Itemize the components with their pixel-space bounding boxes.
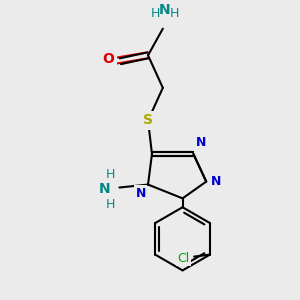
Text: S: S: [143, 113, 153, 128]
Text: H: H: [151, 7, 160, 20]
Text: N: N: [211, 175, 222, 188]
Text: N: N: [195, 136, 206, 149]
Text: N: N: [99, 182, 110, 197]
Text: O: O: [103, 52, 115, 66]
Text: H: H: [170, 7, 179, 20]
Text: H: H: [106, 168, 115, 181]
Text: N: N: [159, 3, 171, 17]
Text: H: H: [106, 198, 115, 212]
Text: N: N: [136, 187, 146, 200]
Text: Cl: Cl: [177, 252, 189, 265]
